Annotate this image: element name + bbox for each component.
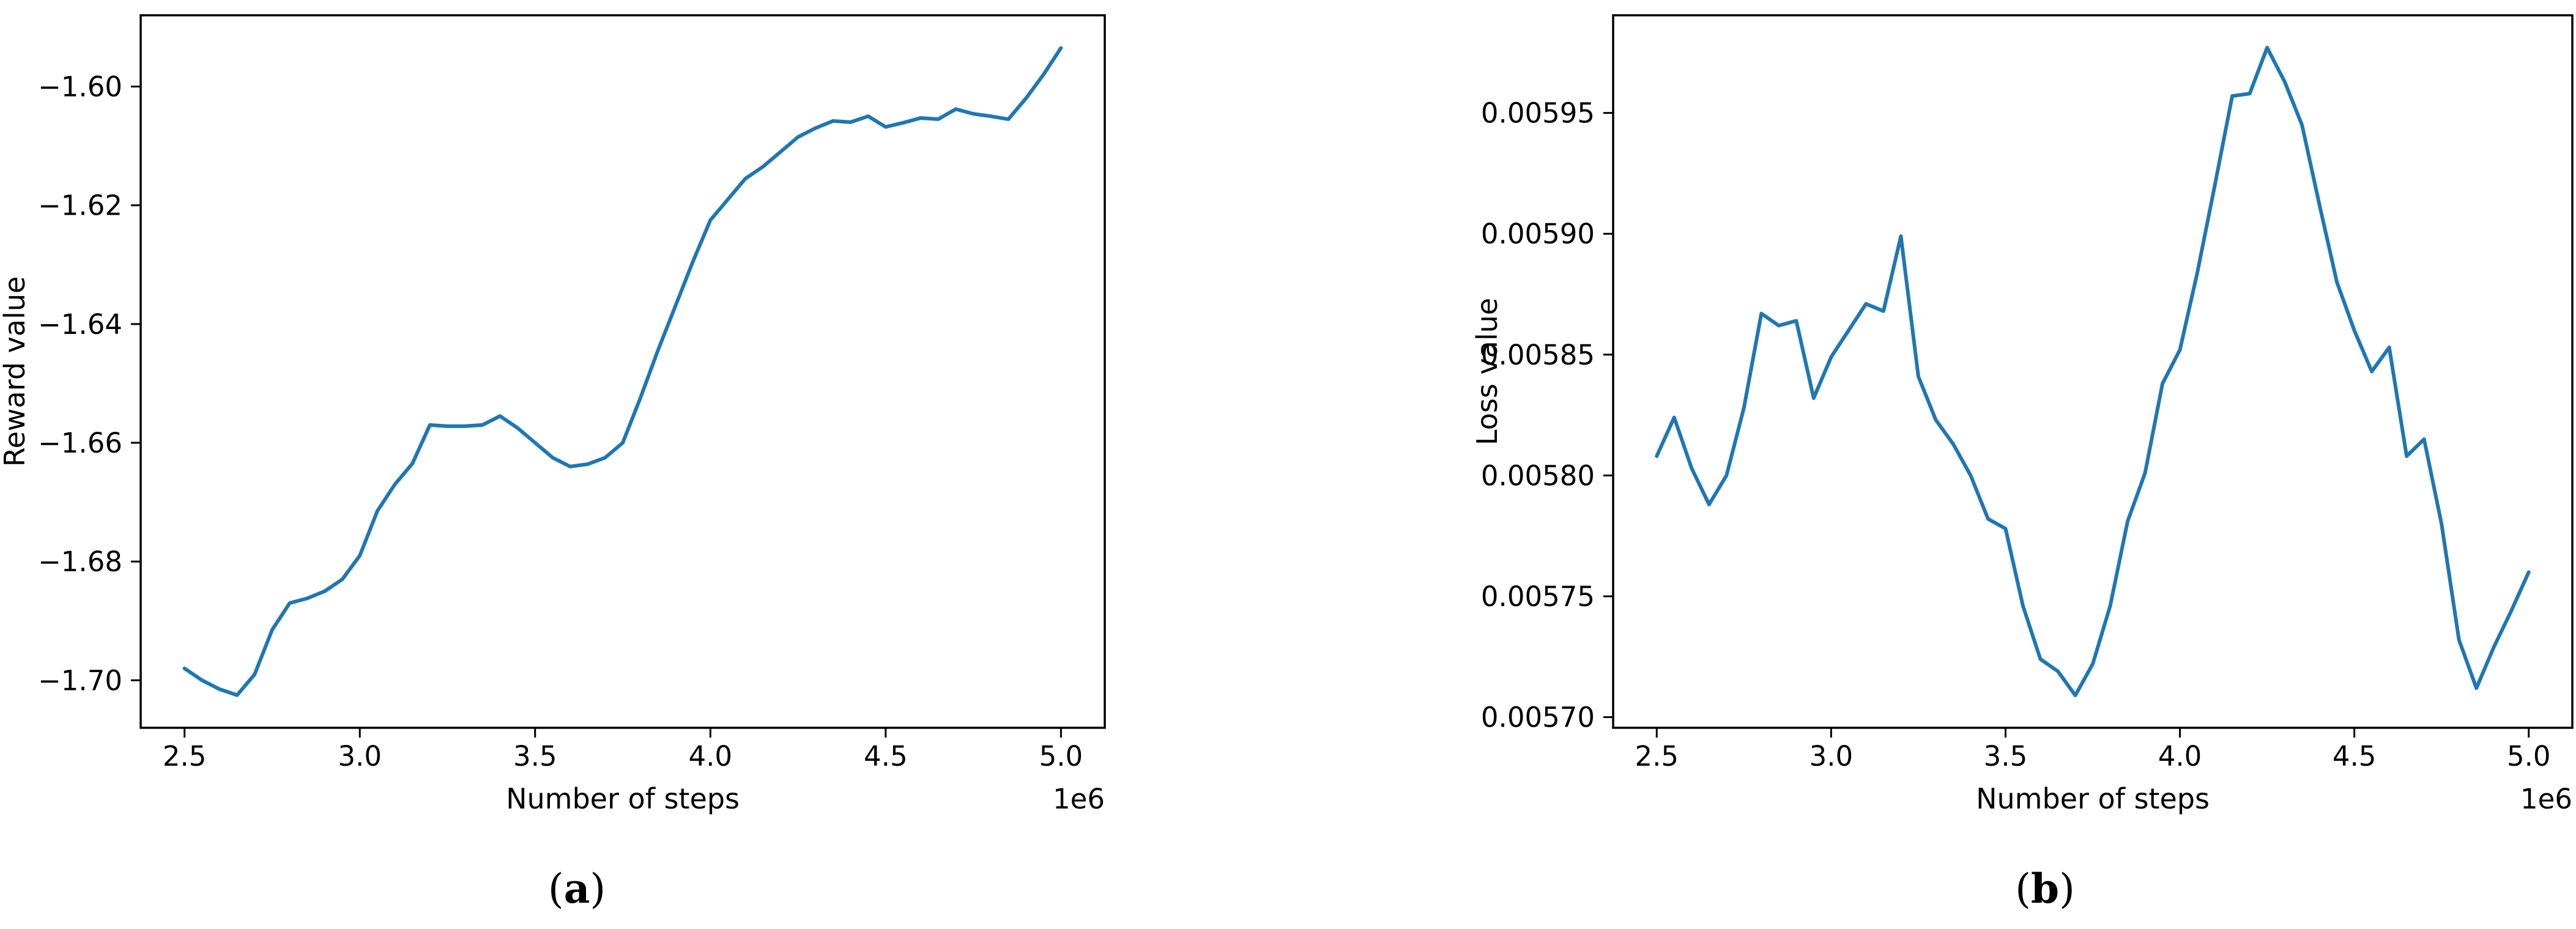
x-tick-label: 4.0 (2158, 740, 2202, 772)
y-tick-label: −1.68 (38, 546, 122, 578)
y-axis-label: Reward value (0, 276, 31, 467)
y-tick-label: 0.00575 (1481, 580, 1595, 613)
x-tick-label: 3.0 (1810, 740, 1854, 772)
x-tick-label: 2.5 (163, 740, 207, 772)
subfigure-caption-a: (a) (548, 868, 606, 909)
x-tick-label: 5.0 (1039, 740, 1083, 772)
subplot-a: 2.5 3.0 3.5 4.0 4.5 5.0 −1.70 −1.68 −1.66 −1.64 −1… (0, 14, 1106, 815)
caption-open-paren: ( (547, 865, 564, 912)
caption-close-paren: ) (2059, 865, 2075, 912)
y-tick-label: 0.00595 (1481, 97, 1595, 130)
data-line (182, 46, 1063, 697)
y-tick-label: −1.70 (38, 664, 122, 697)
x-axis-offset-label: 1e6 (1053, 783, 1105, 815)
caption-letter: a (563, 865, 590, 912)
x-axis-offset-label: 1e6 (2520, 783, 2572, 815)
data-line (1655, 45, 2531, 698)
subplot-b: 2.5 3.0 3.5 4.0 4.5 5.0 0.00570 0.00575 0.00580 0… (1471, 14, 2574, 815)
y-tick-label: −1.62 (38, 190, 122, 222)
plot-box (1612, 14, 2574, 729)
x-tick-label: 3.5 (1984, 740, 2028, 772)
x-tick-label: 4.5 (864, 740, 908, 772)
y-tick-label: 0.00580 (1481, 459, 1595, 492)
x-axis-label: Number of steps (506, 782, 740, 815)
x-tick-label: 4.0 (688, 740, 732, 772)
y-tick-label: 0.00590 (1481, 218, 1595, 250)
y-axis-label: Loss value (1471, 298, 1504, 445)
y-tick-label: 0.00570 (1481, 701, 1595, 734)
y-tick-label: −1.64 (38, 308, 122, 341)
y-tick-label: −1.60 (38, 71, 122, 103)
caption-letter: b (2030, 865, 2060, 912)
x-tick-label: 5.0 (2507, 740, 2551, 772)
plot-box (139, 14, 1106, 729)
x-tick-label: 3.0 (338, 740, 382, 772)
x-tick-label: 3.5 (513, 740, 557, 772)
y-tick-label: 0.00585 (1481, 339, 1595, 371)
caption-close-paren: ) (590, 865, 606, 912)
x-axis-label: Number of steps (1976, 782, 2210, 815)
x-tick-label: 2.5 (1635, 740, 1679, 772)
x-tick-label: 4.5 (2333, 740, 2377, 772)
y-tick-label: −1.66 (38, 427, 122, 459)
caption-open-paren: ( (2015, 865, 2031, 912)
subfigure-caption-b: (b) (2015, 868, 2075, 909)
